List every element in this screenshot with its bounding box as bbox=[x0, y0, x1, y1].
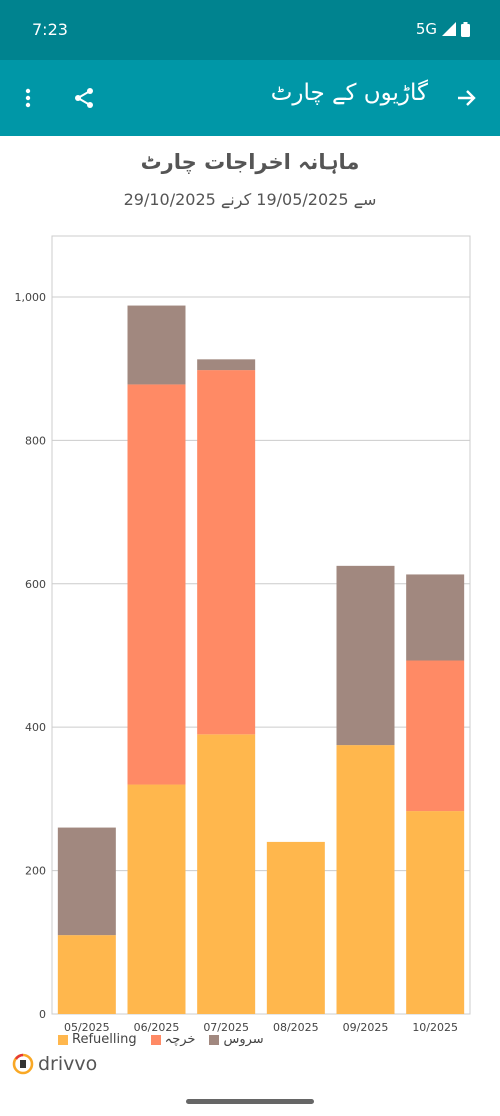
arrow-forward-icon[interactable] bbox=[446, 78, 486, 118]
bar-segment bbox=[266, 841, 325, 1014]
x-tick-label: 09/2025 bbox=[343, 1021, 389, 1034]
bar-segment bbox=[57, 935, 116, 1014]
y-tick-label: 800 bbox=[25, 434, 46, 447]
nav-handle[interactable] bbox=[186, 1099, 314, 1104]
chart-subtitle: سے 19/05/2025 کرنے 29/10/2025 bbox=[123, 190, 377, 209]
chart-title: ماہانہ اخراجات چارٹ bbox=[140, 150, 360, 174]
signal-icon bbox=[442, 22, 456, 36]
battery-icon bbox=[461, 21, 470, 37]
brand-name: drivvo bbox=[38, 1053, 98, 1075]
y-tick-label: 200 bbox=[25, 865, 46, 878]
legend-label: Refuelling bbox=[72, 1032, 137, 1047]
share-icon[interactable] bbox=[64, 78, 104, 118]
status-indicators: 5G bbox=[416, 20, 470, 38]
y-tick-label: 600 bbox=[25, 578, 46, 591]
bar-segment bbox=[197, 370, 256, 735]
bar-segment bbox=[406, 574, 465, 661]
bar-segment bbox=[406, 811, 465, 1014]
bar-segment bbox=[127, 784, 186, 1014]
legend-label: سروس bbox=[223, 1032, 264, 1047]
legend-item-service: سروس bbox=[209, 1032, 264, 1047]
x-tick-label: 08/2025 bbox=[273, 1021, 319, 1034]
status-bar: 7:23 5G bbox=[0, 0, 500, 60]
legend-swatch bbox=[58, 1034, 68, 1045]
legend-swatch bbox=[209, 1034, 220, 1045]
more-vert-icon[interactable] bbox=[8, 78, 48, 118]
fuel-pump-icon bbox=[12, 1053, 34, 1075]
x-tick-label: 10/2025 bbox=[412, 1021, 458, 1034]
x-tick-label: 05/2025 bbox=[64, 1021, 110, 1034]
bar-segment bbox=[336, 565, 395, 746]
status-time: 7:23 bbox=[32, 20, 68, 39]
bar-segment bbox=[336, 745, 395, 1014]
y-tick-label: 400 bbox=[25, 721, 46, 734]
legend-item-refuelling: Refuelling bbox=[58, 1032, 137, 1047]
app-title: گاڑیوں کے چارٹ bbox=[270, 80, 428, 106]
brand-logo: drivvo bbox=[12, 1053, 97, 1075]
x-tick-label: 07/2025 bbox=[203, 1021, 249, 1034]
legend-swatch bbox=[150, 1034, 161, 1045]
bar-segment bbox=[406, 660, 465, 812]
bar-segment bbox=[57, 827, 116, 936]
y-tick-label: 1,000 bbox=[15, 291, 47, 304]
network-label: 5G bbox=[415, 20, 437, 38]
bar-segment bbox=[127, 384, 186, 785]
legend-item-expense: خرچہ bbox=[150, 1032, 196, 1047]
bar-segment bbox=[127, 305, 186, 385]
x-tick-label: 06/2025 bbox=[134, 1021, 180, 1034]
app-bar: گاڑیوں کے چارٹ bbox=[0, 60, 500, 136]
y-tick-label: 0 bbox=[39, 1008, 46, 1021]
bar-segment bbox=[197, 359, 256, 371]
legend-label: خرچہ bbox=[164, 1032, 196, 1047]
bar-segment bbox=[197, 734, 256, 1014]
chart-legend: Refuelling خرچہ سروس bbox=[58, 1032, 272, 1047]
